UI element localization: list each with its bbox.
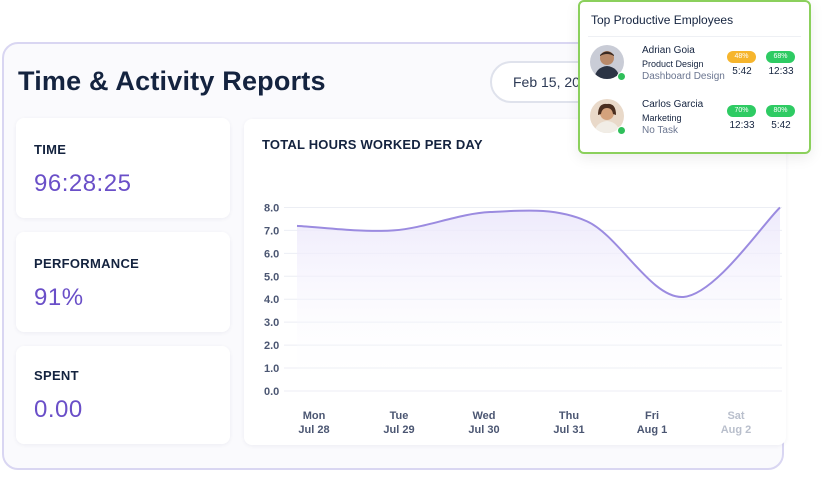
activity-badge: 70%: [727, 105, 756, 117]
employee-department: Marketing: [642, 113, 682, 123]
stat-card-time: TIME 96:28:25: [16, 118, 230, 218]
y-tick-label: 0.0: [264, 386, 279, 398]
x-tick-day: Sat: [727, 410, 744, 422]
stat-value-spent: 0.00: [34, 396, 83, 423]
panel-title: Top Productive Employees: [591, 13, 734, 27]
y-tick-label: 8.0: [264, 202, 279, 214]
activity-badge: 80%: [766, 105, 795, 117]
stat-card-spent: SPENT 0.00: [16, 346, 230, 444]
top-employees-panel: Top Productive Employees Adrian Goia Pro…: [578, 0, 811, 154]
employee-row[interactable]: Carlos Garcia Marketing No Task 70% 12:3…: [580, 99, 809, 149]
y-tick-label: 7.0: [264, 225, 279, 237]
time-value: 5:42: [771, 120, 791, 131]
online-status-icon: [617, 72, 626, 81]
x-tick-day: Tue: [390, 410, 409, 422]
stat-value-time: 96:28:25: [34, 170, 132, 197]
x-tick-date: Aug 2: [721, 424, 752, 436]
x-tick-date: Jul 31: [553, 424, 584, 436]
employee-name: Adrian Goia: [642, 45, 695, 56]
employee-task: Dashboard Design: [642, 71, 725, 82]
x-tick-date: Jul 28: [298, 424, 329, 436]
x-tick-date: Jul 29: [383, 424, 414, 436]
avatar: [590, 45, 624, 79]
page-title: Time & Activity Reports: [18, 66, 326, 96]
y-tick-label: 6.0: [264, 248, 279, 260]
time-value: 5:42: [732, 66, 752, 77]
y-tick-label: 1.0: [264, 363, 279, 375]
y-tick-label: 4.0: [264, 294, 279, 306]
x-tick-date: Aug 1: [637, 424, 668, 436]
stat-label-performance: PERFORMANCE: [34, 256, 140, 271]
area-fill: [297, 207, 780, 391]
hours-chart-card: TOTAL HOURS WORKED PER DAY 8.0 7.0 6.0 5.0 4…: [244, 119, 786, 445]
stat-label-time: TIME: [34, 142, 67, 157]
divider: [588, 36, 801, 37]
series-line: [296, 206, 781, 298]
time-value: 12:33: [768, 66, 794, 77]
hours-line-chart: 8.0 7.0 6.0 5.0 4.0 3.0 2.0 1.0 0.0 Mon Jul 28 Tue J…: [264, 202, 782, 436]
employee-row[interactable]: Adrian Goia Product Design Dashboard Des…: [580, 45, 809, 95]
time-value: 12:33: [729, 120, 755, 131]
activity-badge: 68%: [766, 51, 795, 63]
employee-department: Product Design: [642, 59, 704, 69]
stat-value-performance: 91%: [34, 284, 84, 311]
x-tick-day: Fri: [645, 410, 659, 422]
online-status-icon: [617, 126, 626, 135]
employee-task: No Task: [642, 125, 678, 136]
activity-badge: 48%: [727, 51, 756, 63]
chart-title: TOTAL HOURS WORKED PER DAY: [262, 137, 483, 152]
y-tick-label: 3.0: [264, 317, 279, 329]
y-tick-label: 5.0: [264, 271, 279, 283]
x-tick-date: Jul 30: [468, 424, 499, 436]
x-tick-day: Mon: [303, 410, 326, 422]
y-tick-label: 2.0: [264, 340, 279, 352]
stat-card-performance: PERFORMANCE 91%: [16, 232, 230, 332]
stat-label-spent: SPENT: [34, 368, 79, 383]
x-tick-day: Wed: [472, 410, 495, 422]
employee-name: Carlos Garcia: [642, 99, 704, 110]
x-tick-day: Thu: [559, 410, 579, 422]
